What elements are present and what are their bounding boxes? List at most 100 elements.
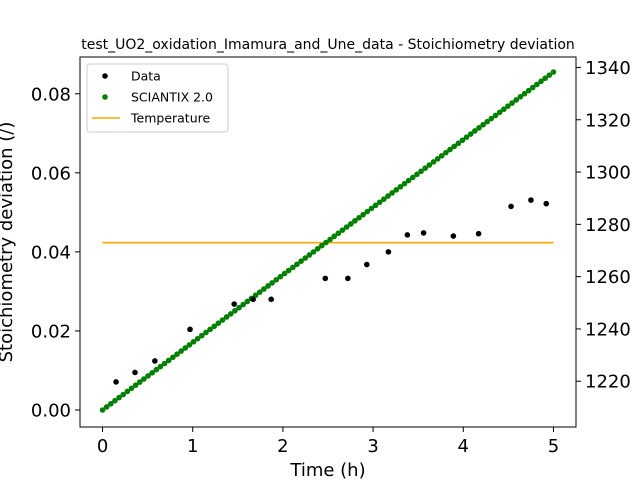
sciantix-point [331, 233, 338, 240]
data-point [187, 326, 193, 333]
legend-marker [102, 73, 108, 79]
sciantix-point [99, 407, 106, 413]
sciantix-point [447, 146, 453, 153]
sciantix-point [414, 171, 420, 178]
sciantix-point [492, 112, 499, 119]
x-tick-label: 0 [97, 436, 108, 457]
y-axis-label: Stoichiometry deviation (/) [0, 122, 17, 363]
sciantix-point [438, 152, 445, 159]
legend-marker [102, 94, 108, 100]
sciantix-point [290, 264, 296, 271]
sciantix-point [405, 177, 412, 184]
sciantix-point [335, 230, 342, 237]
y-axis-left: 0.00 0.02 0.04 0.06 0.08 [31, 84, 80, 422]
sciantix-point [472, 128, 478, 134]
sciantix-point [190, 338, 197, 345]
sciantix-point [443, 149, 449, 156]
sciantix-point [269, 280, 275, 286]
sciantix-point [306, 252, 313, 258]
data-point [132, 369, 138, 376]
y-tick-label: 0.08 [31, 84, 71, 105]
plot-frame [79, 56, 577, 428]
sciantix-point [136, 379, 143, 385]
sciantix-point [517, 94, 524, 100]
sciantix-point [256, 289, 263, 295]
sciantix-point [285, 267, 292, 274]
sciantix-point [203, 329, 209, 336]
y-tick-label: 0.06 [31, 163, 71, 184]
sciantix-point [389, 190, 395, 196]
data-point [113, 379, 119, 385]
sciantix-point [219, 317, 226, 323]
sciantix-point [277, 273, 284, 280]
data-point [543, 200, 550, 207]
sciantix-point [244, 298, 251, 305]
sciantix-point [352, 218, 358, 224]
sciantix-point [232, 307, 238, 314]
sciantix-point [265, 283, 271, 289]
sciantix-point [418, 168, 424, 175]
sciantix-point [141, 376, 147, 382]
y2-tick-label: 1260 [585, 267, 631, 288]
sciantix-point [174, 351, 180, 357]
sciantix-point [108, 401, 114, 407]
sciantix-point [410, 174, 416, 181]
y-tick-label: 0.02 [31, 321, 71, 342]
sciantix-point [215, 320, 222, 326]
legend-label: SCIANTIX 2.0 [131, 90, 213, 105]
sciantix-point [207, 326, 213, 333]
sciantix-point [476, 125, 482, 131]
data-point [322, 275, 329, 282]
sciantix-point [488, 115, 495, 122]
sciantix-point [252, 292, 259, 299]
sciantix-point [132, 382, 139, 388]
sciantix-point [422, 165, 429, 171]
data-point [508, 203, 514, 210]
sciantix-point [294, 261, 300, 268]
x-tick-label: 4 [458, 436, 469, 457]
sciantix-point [124, 388, 131, 395]
sciantix-point [463, 134, 470, 140]
sciantix-point [455, 140, 462, 147]
sciantix-point [542, 75, 548, 82]
y-axis-right: 1220 1240 1260 1280 1300 1320 1340 [576, 58, 631, 393]
sciantix-point [339, 227, 346, 233]
sciantix-point [128, 385, 135, 392]
sciantix-point [538, 78, 544, 85]
sciantix-point [430, 159, 437, 165]
sciantix-point [236, 304, 242, 311]
sciantix-point [451, 143, 457, 150]
sciantix-point [310, 249, 317, 255]
sciantix-point [426, 162, 433, 168]
sciantix-point [145, 373, 151, 379]
sciantix-point [149, 369, 155, 376]
sciantix-point [550, 69, 557, 75]
sciantix-point [467, 131, 474, 137]
y2-tick-label: 1220 [585, 372, 631, 393]
data-point [475, 230, 482, 237]
sciantix-point [157, 363, 164, 370]
data-point [404, 232, 411, 238]
sciantix-point [364, 208, 371, 215]
data-point [420, 230, 427, 236]
sciantix-point [194, 335, 201, 342]
y2-tick-label: 1280 [585, 215, 631, 236]
sciantix-point [529, 84, 536, 91]
sciantix-point [496, 109, 503, 116]
x-tick-label: 3 [367, 436, 378, 457]
sciantix-point [199, 332, 205, 339]
sciantix-point [273, 276, 280, 283]
legend-label: Data [131, 69, 161, 84]
legend-label: Temperature [130, 111, 210, 126]
sciantix-point [513, 97, 520, 103]
y-tick-label: 0.04 [31, 242, 71, 263]
sciantix-point [521, 90, 528, 97]
y2-tick-label: 1320 [585, 110, 631, 131]
sciantix-point [327, 236, 333, 243]
sciantix-point [298, 258, 304, 264]
data-point [268, 296, 274, 303]
y2-tick-label: 1340 [585, 58, 631, 79]
sciantix-point [281, 270, 288, 277]
plot-marks [99, 69, 557, 413]
sciantix-point [182, 345, 189, 351]
